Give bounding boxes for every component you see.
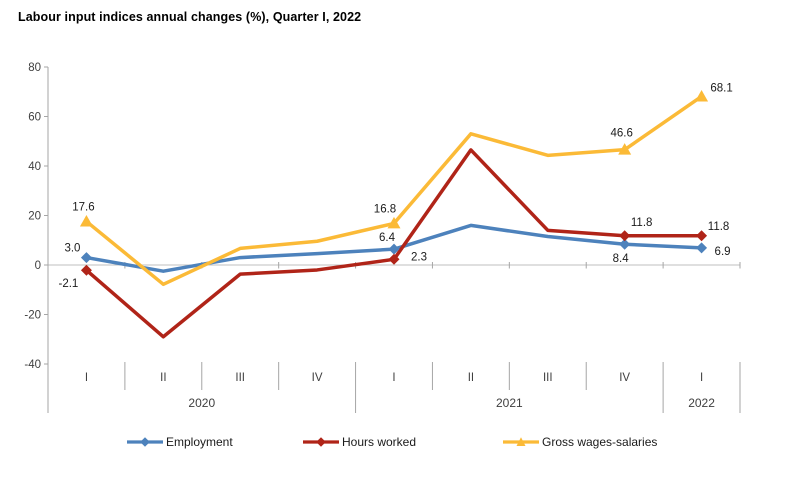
chart-title: Labour input indices annual changes (%),… (18, 10, 362, 24)
legend-item-gross-wages-salaries: Gross wages-salaries (502, 433, 657, 451)
marker-gross-wages-salaries (618, 143, 632, 155)
legend-item-employment: Employment (126, 433, 233, 451)
y-axis-tick-label: 0 (35, 260, 41, 272)
marker-employment (696, 242, 708, 254)
y-axis-tick-label: 40 (28, 161, 41, 173)
x-axis-quarter-label: II (468, 372, 474, 384)
x-axis-quarter-label: IV (619, 372, 630, 384)
x-axis-quarter-label: I (392, 372, 395, 384)
legend-label: Employment (166, 435, 233, 449)
data-label-gross-wages-salaries: 17.6 (72, 201, 94, 213)
marker-employment (388, 243, 400, 255)
data-label-employment: 8.4 (613, 253, 630, 265)
data-label-gross-wages-salaries: 16.8 (374, 203, 396, 215)
data-label-gross-wages-salaries: 68.1 (710, 82, 732, 94)
legend-item-hours-worked: Hours worked (302, 433, 416, 451)
legend-marker-employment-icon (127, 437, 163, 447)
y-axis-tick-label: -20 (24, 310, 41, 322)
marker-hours-worked (619, 230, 631, 242)
marker-employment (619, 238, 631, 250)
data-label-hours-worked: 2.3 (411, 251, 427, 263)
marker-employment (80, 252, 92, 264)
y-axis-tick-label: 60 (28, 112, 41, 124)
marker-gross-wages-salaries (387, 216, 401, 229)
legend: Employment Hours worked Gross wages-salari… (0, 433, 797, 451)
x-axis-quarter-label: II (160, 372, 166, 384)
x-axis-quarter-label: III (543, 372, 553, 384)
x-axis-year-label: 2021 (496, 396, 523, 410)
marker-gross-wages-salaries (79, 214, 93, 227)
data-label-hours-worked: 11.8 (708, 221, 730, 233)
legend-label: Hours worked (342, 435, 417, 449)
data-label-employment: 3.0 (64, 243, 80, 255)
marker-hours-worked (696, 230, 708, 242)
legend-label: Gross wages-salaries (542, 435, 658, 449)
marker-hours-worked (388, 253, 400, 265)
x-axis-year-label: 2022 (688, 396, 715, 410)
y-axis-tick-label: 20 (28, 211, 41, 223)
x-axis-quarter-label: IV (312, 372, 323, 384)
x-axis-quarter-label: III (235, 372, 245, 384)
x-axis-quarter-label: I (700, 372, 703, 384)
marker-hours-worked (80, 264, 92, 276)
data-label-hours-worked: -2.1 (59, 278, 79, 290)
y-axis-tick-label: 80 (28, 62, 41, 74)
data-label-gross-wages-salaries: 46.6 (610, 128, 632, 140)
data-label-employment: 6.4 (379, 232, 396, 244)
x-axis-quarter-label: I (85, 372, 88, 384)
legend-marker-hours-worked-icon (303, 437, 339, 447)
y-axis-tick-label: -40 (24, 359, 41, 371)
data-label-hours-worked: 11.8 (631, 217, 653, 229)
data-label-employment: 6.9 (715, 246, 731, 258)
legend-marker-gross-wages-salaries-icon (503, 437, 539, 446)
x-axis-year-label: 2020 (188, 396, 215, 410)
marker-gross-wages-salaries (695, 89, 709, 102)
